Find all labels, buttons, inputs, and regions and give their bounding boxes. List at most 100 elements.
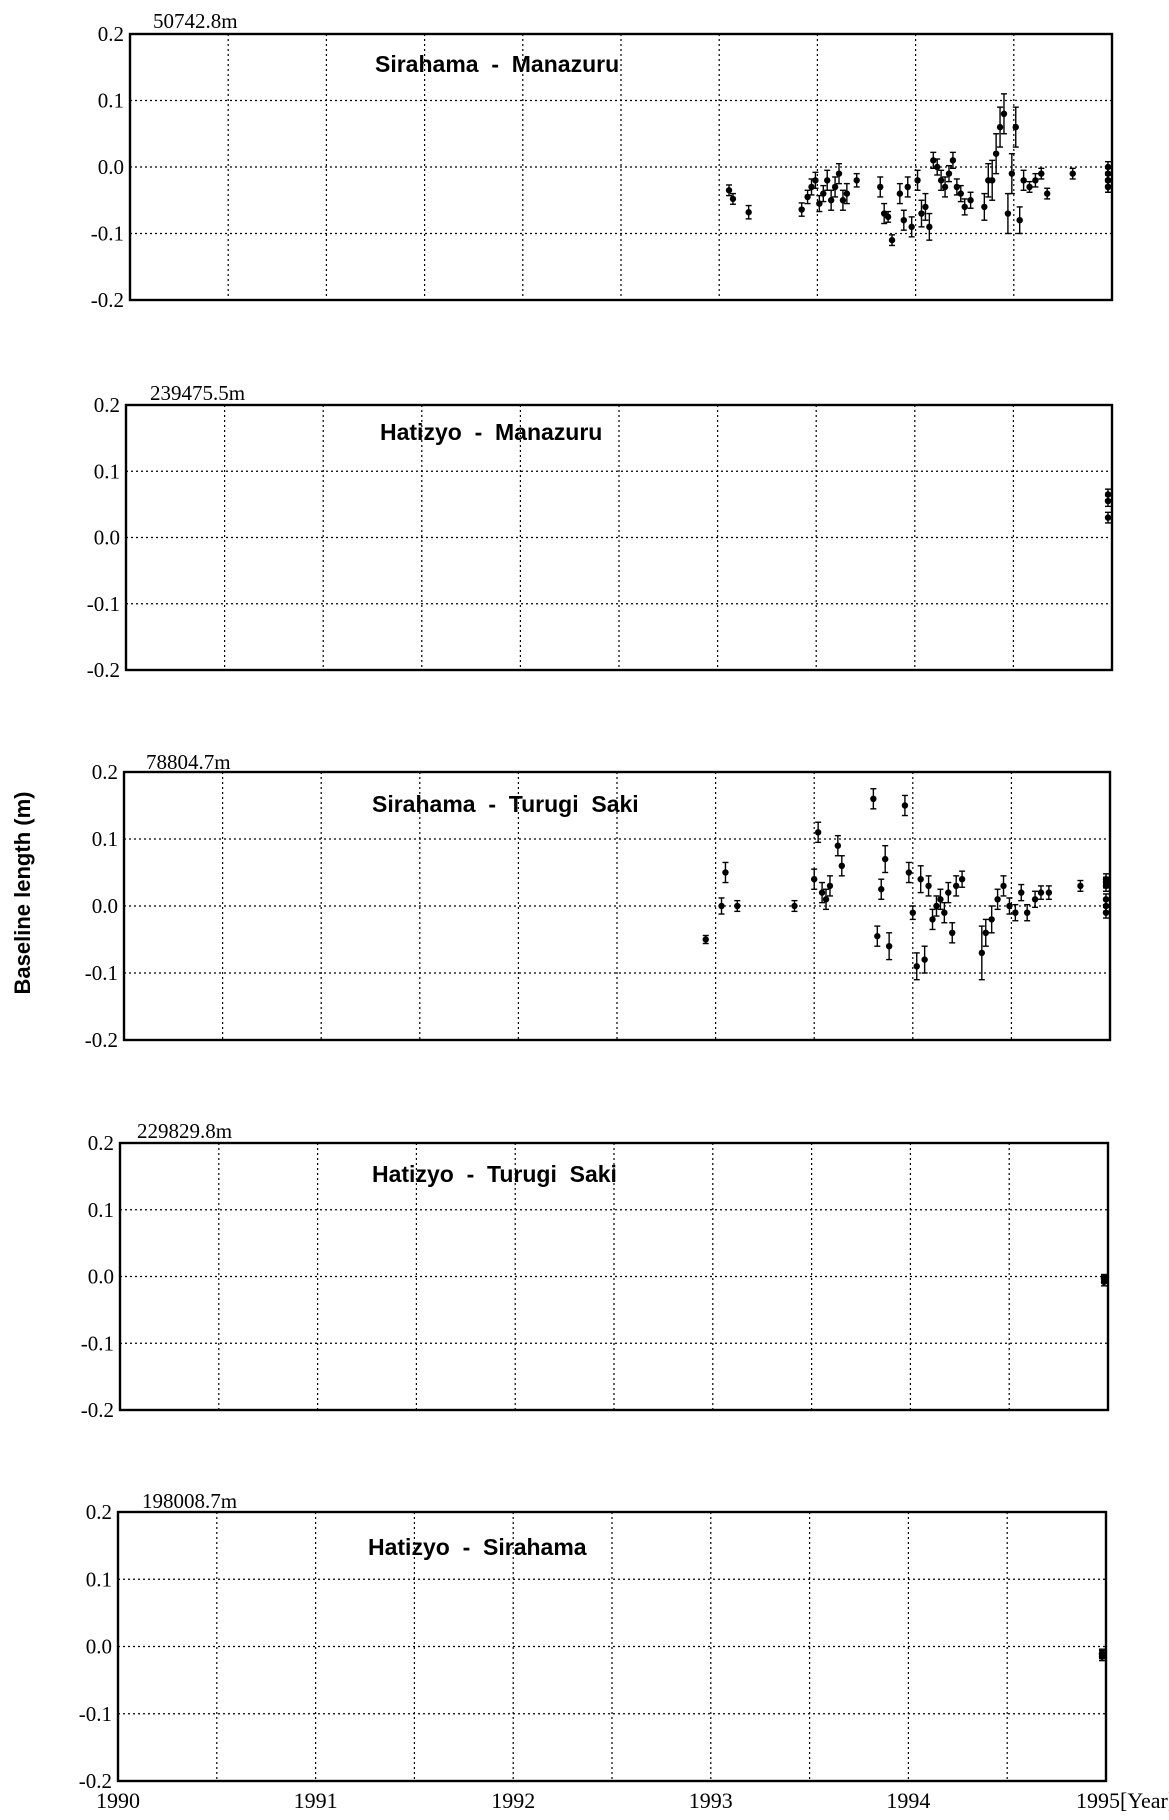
y-tick-label: 0.1	[98, 89, 124, 113]
data-point	[949, 157, 957, 164]
data-point	[1045, 889, 1053, 896]
data-point	[1104, 497, 1112, 505]
x-tick-label: 1992	[491, 1788, 535, 1813]
data-point	[877, 183, 884, 191]
data-point	[1008, 170, 1016, 177]
data-point	[725, 187, 733, 194]
data-point	[941, 183, 949, 191]
data-point	[812, 177, 819, 184]
y-tick-label: -0.2	[79, 1769, 112, 1793]
panel-title: Hatizyo - Sirahama	[368, 1534, 587, 1560]
y-tick-label: -0.2	[87, 658, 120, 682]
y-tick-label: 0.1	[86, 1567, 112, 1591]
data-point	[1043, 190, 1051, 197]
data-point	[878, 886, 885, 893]
data-point	[1104, 514, 1112, 521]
plot-frame	[122, 770, 1112, 1042]
y-tick-label: 0.1	[92, 827, 118, 851]
data-point	[958, 876, 966, 883]
y-tick-label: -0.2	[91, 288, 124, 312]
reference-length-label: 198008.7m	[142, 1489, 237, 1513]
data-point	[791, 902, 798, 910]
y-tick-label: -0.1	[87, 592, 120, 616]
data-point	[1016, 217, 1023, 224]
data-point	[917, 876, 924, 883]
x-tick-label: 1993	[689, 1788, 733, 1813]
reference-length-label: 50742.8m	[153, 9, 238, 33]
data-point	[941, 909, 948, 916]
data-point	[934, 163, 941, 171]
data-point	[933, 902, 940, 910]
y-tick-label: -0.2	[81, 1398, 114, 1422]
x-tick-label: 1994	[886, 1788, 930, 1813]
data-point	[1000, 882, 1007, 890]
y-tick-label: -0.1	[79, 1702, 112, 1726]
y-tick-label: 0.2	[94, 393, 120, 417]
data-point	[913, 963, 920, 970]
reference-length-label: 239475.5m	[150, 381, 245, 405]
data-point	[1018, 889, 1025, 896]
data-point	[900, 217, 908, 224]
data-point	[870, 795, 877, 802]
y-tick-label: 0.2	[92, 760, 118, 784]
data-point	[718, 902, 725, 910]
y-tick-label: 0.0	[94, 526, 120, 550]
y-tick-label: -0.1	[85, 961, 118, 985]
data-point	[921, 956, 928, 963]
data-point	[925, 882, 932, 890]
data-point	[945, 889, 952, 896]
data-point	[988, 916, 995, 923]
data-point	[838, 862, 846, 869]
data-point	[853, 177, 860, 184]
data-point	[901, 802, 909, 809]
data-point	[904, 183, 911, 191]
panel-title: Hatizyo - Manazuru	[380, 419, 602, 445]
data-point	[909, 909, 916, 916]
data-point	[961, 203, 968, 211]
data-point	[1031, 896, 1039, 903]
plot-frame	[116, 1510, 1108, 1783]
data-point	[1077, 882, 1084, 890]
data-point	[808, 183, 815, 191]
data-point	[818, 889, 826, 896]
x-tick-label: 1990	[96, 1788, 140, 1813]
data-point	[820, 190, 827, 197]
data-point	[1023, 909, 1031, 916]
data-point	[978, 949, 986, 957]
data-point	[945, 170, 953, 177]
data-point	[1102, 896, 1110, 903]
reference-length-label: 78804.7m	[146, 750, 231, 774]
data-point	[929, 916, 936, 923]
data-point	[702, 936, 709, 943]
y-tick-label: 0.0	[86, 1635, 112, 1659]
data-point	[822, 896, 830, 903]
data-point	[1020, 177, 1027, 184]
data-point	[1104, 177, 1112, 184]
y-tick-label: -0.1	[81, 1331, 114, 1355]
data-point	[1069, 170, 1076, 177]
data-point	[811, 876, 818, 883]
data-point	[922, 203, 929, 211]
data-point	[835, 170, 843, 177]
data-point	[1006, 902, 1013, 910]
data-point	[814, 829, 822, 836]
data-point	[722, 869, 729, 876]
x-tick-label: 1991	[294, 1788, 338, 1813]
panel-title: Sirahama - Turugi Saki	[372, 791, 639, 817]
y-tick-label: 0.1	[88, 1198, 114, 1222]
data-point	[967, 197, 974, 204]
panel-title: Sirahama - Manazuru	[375, 51, 619, 77]
plot-frame	[124, 403, 1114, 672]
data-point	[834, 842, 842, 849]
y-tick-label: 0.1	[94, 459, 120, 483]
data-point	[1012, 123, 1019, 131]
y-tick-label: 0.0	[92, 894, 118, 918]
data-point	[881, 855, 889, 863]
y-tick-label: 0.2	[86, 1500, 112, 1524]
data-point	[994, 896, 1001, 903]
data-point	[953, 183, 961, 191]
reference-length-label: 229829.8m	[137, 1119, 232, 1143]
data-point	[952, 882, 960, 890]
data-point	[826, 882, 834, 890]
